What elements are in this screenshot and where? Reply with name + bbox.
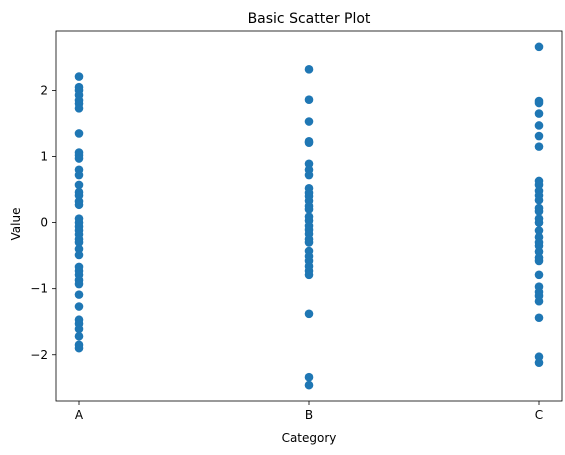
y-axis: −2 −1 0 1 2 [30,83,56,361]
scatter-point-c-11 [535,196,544,205]
scatter-point-a-32 [75,290,84,299]
data-points [75,43,544,390]
chart-title: Basic Scatter Plot [248,11,371,27]
scatter-point-a-17 [75,200,84,209]
scatter-point-c-0 [535,43,544,52]
x-axis-title: Category [282,431,337,445]
scatter-point-b-20 [305,238,314,247]
scatter-point-b-0 [305,65,314,74]
x-tick-label: A [75,408,84,422]
y-tick-label: −1 [30,282,48,296]
scatter-point-c-27 [535,297,544,306]
scatter-point-b-28 [305,373,314,382]
y-tick-label: 2 [40,83,48,97]
y-tick-label: 1 [40,150,48,164]
scatter-point-a-0 [75,72,84,81]
scatter-point-c-30 [535,358,544,367]
y-axis-title: Value [9,208,23,241]
y-tick-label: −2 [30,348,48,362]
scatter-point-b-26 [305,271,314,280]
scatter-point-c-23 [535,271,544,280]
scatter-point-b-4 [305,138,314,147]
scatter-point-b-1 [305,95,314,104]
scatter-point-a-6 [75,104,84,113]
scatter-point-a-31 [75,280,84,289]
scatter-point-b-2 [305,117,314,126]
scatter-point-b-29 [305,381,314,390]
scatter-point-a-37 [75,332,84,341]
scatter-point-c-28 [535,313,544,322]
scatter-point-c-5 [535,132,544,141]
scatter-point-c-22 [535,257,544,266]
scatter-point-a-10 [75,154,84,163]
scatter-point-c-4 [535,121,544,130]
scatter-point-a-12 [75,171,84,180]
scatter-point-a-39 [75,344,84,353]
scatter-point-c-3 [535,109,544,118]
y-tick-label: 0 [40,216,48,230]
scatter-point-c-6 [535,142,544,151]
x-axis: A B C [75,401,543,422]
x-tick-label: C [535,408,543,422]
scatter-point-c-2 [535,99,544,108]
scatter-point-b-27 [305,309,314,318]
x-tick-label: B [305,408,313,422]
scatter-point-b-7 [305,171,314,180]
scatter-point-a-7 [75,129,84,138]
scatter-point-c-15 [535,218,544,227]
scatter-point-a-33 [75,302,84,311]
scatter-point-a-26 [75,251,84,260]
